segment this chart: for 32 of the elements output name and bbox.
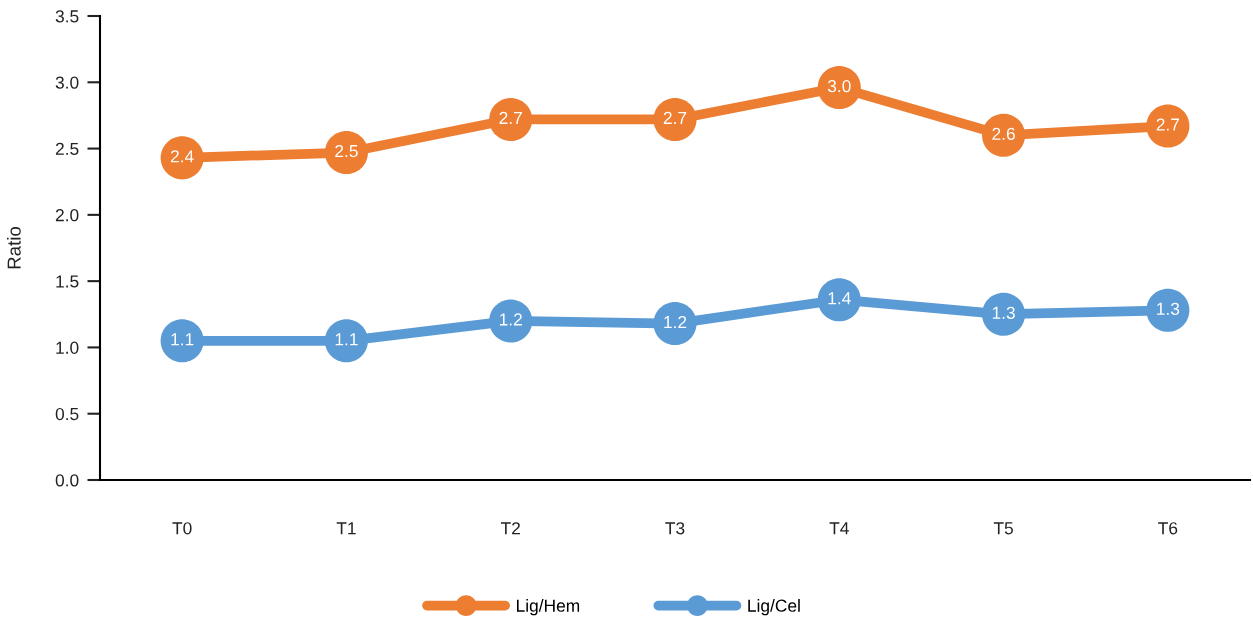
y-tick-label: 0.0 bbox=[55, 474, 79, 487]
data-label: 2.5 bbox=[335, 144, 358, 158]
x-tick-label: T5 bbox=[993, 522, 1013, 535]
y-axis-title: Ratio bbox=[7, 226, 21, 269]
data-label: 2.7 bbox=[499, 111, 522, 124]
legend-label: Lig/Hem bbox=[516, 599, 580, 616]
x-tick-label: T2 bbox=[500, 522, 520, 535]
data-label: 1.1 bbox=[171, 333, 194, 346]
data-label: 1.4 bbox=[828, 292, 851, 305]
y-tick-label: 0.5 bbox=[55, 407, 79, 421]
data-label: 1.3 bbox=[992, 306, 1015, 319]
data-label: 1.2 bbox=[664, 315, 687, 329]
legend-label: Lig/Cel bbox=[748, 599, 800, 616]
y-tick-label: 3.5 bbox=[55, 10, 79, 23]
y-tick-label: 1.5 bbox=[56, 275, 79, 288]
data-label: 1.3 bbox=[1157, 302, 1180, 315]
y-tick-label: 2.0 bbox=[55, 209, 79, 222]
y-tick-label: 2.5 bbox=[55, 142, 79, 156]
x-tick-label: T0 bbox=[172, 522, 192, 535]
data-label: 2.7 bbox=[1156, 118, 1180, 131]
data-label: 2.6 bbox=[992, 127, 1015, 140]
x-tick-label: T4 bbox=[829, 522, 849, 535]
data-label: 1.2 bbox=[499, 313, 522, 326]
x-tick-label: T3 bbox=[665, 522, 685, 535]
x-tick-label: T6 bbox=[1158, 522, 1178, 535]
data-label: 2.4 bbox=[170, 150, 194, 163]
data-label: 3.0 bbox=[827, 79, 851, 93]
x-tick-label: T1 bbox=[336, 522, 356, 535]
data-label: 2.7 bbox=[663, 111, 687, 124]
data-label: 1.1 bbox=[335, 333, 358, 346]
y-tick-label: 3.0 bbox=[55, 76, 79, 89]
y-tick-label: 1.0 bbox=[56, 341, 79, 354]
